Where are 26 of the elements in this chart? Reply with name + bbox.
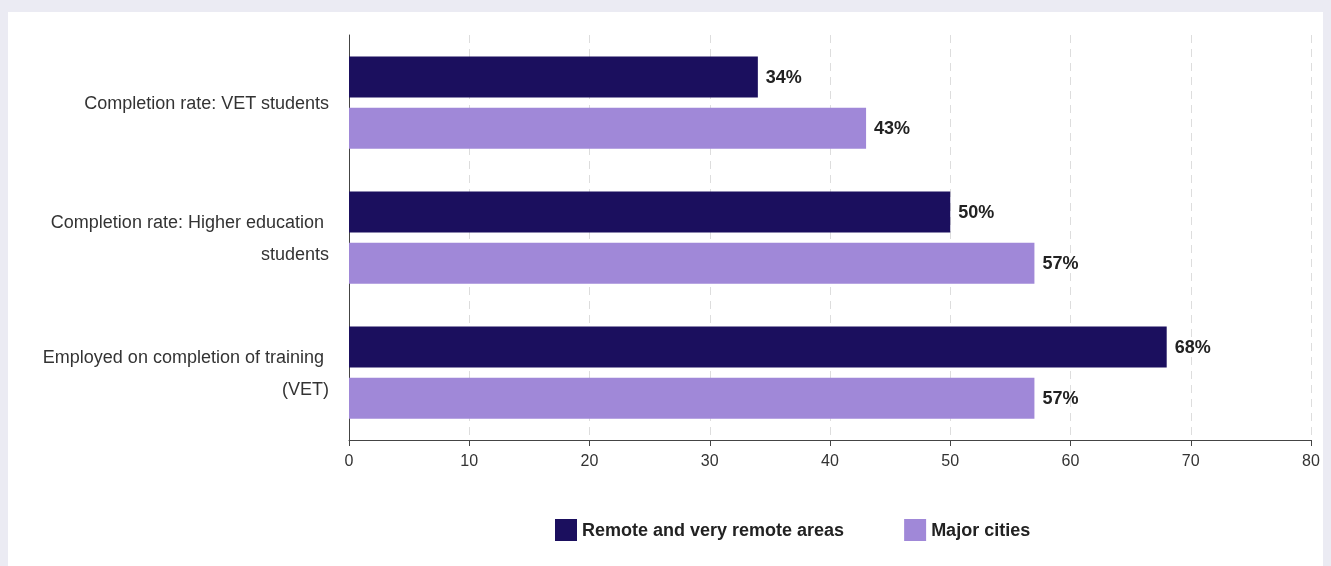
x-tick-label: 20 bbox=[580, 451, 599, 469]
x-tick-label: 50 bbox=[941, 451, 960, 469]
data-label: 68% bbox=[1174, 336, 1211, 357]
data-label: 34% bbox=[765, 66, 802, 87]
bar bbox=[349, 56, 758, 98]
data-label: 57% bbox=[1042, 253, 1079, 274]
y-tick-label: Completion rate: Higher education students bbox=[50, 211, 329, 264]
x-tick-label: 0 bbox=[344, 451, 354, 469]
x-tick-label: 10 bbox=[460, 451, 479, 469]
legend-label: Major cities bbox=[931, 520, 1031, 540]
data-label: 50% bbox=[958, 201, 995, 222]
bar bbox=[349, 326, 1167, 368]
data-label: 43% bbox=[874, 118, 911, 139]
x-tick-label: 30 bbox=[700, 451, 719, 469]
bar bbox=[349, 377, 1035, 419]
x-tick-label: 70 bbox=[1181, 451, 1200, 469]
x-tick-label: 60 bbox=[1061, 451, 1080, 469]
bar bbox=[349, 107, 867, 149]
bar bbox=[349, 191, 951, 233]
x-tick-label: 80 bbox=[1302, 451, 1320, 469]
data-label: 57% bbox=[1042, 388, 1079, 409]
legend-label: Remote and very remote areas bbox=[582, 520, 845, 540]
y-tick-label: Completion rate: VET students bbox=[84, 92, 329, 113]
bar bbox=[349, 242, 1035, 284]
y-tick-label: Employed on completion of training (VET) bbox=[42, 346, 329, 399]
x-tick-label: 40 bbox=[821, 451, 839, 469]
